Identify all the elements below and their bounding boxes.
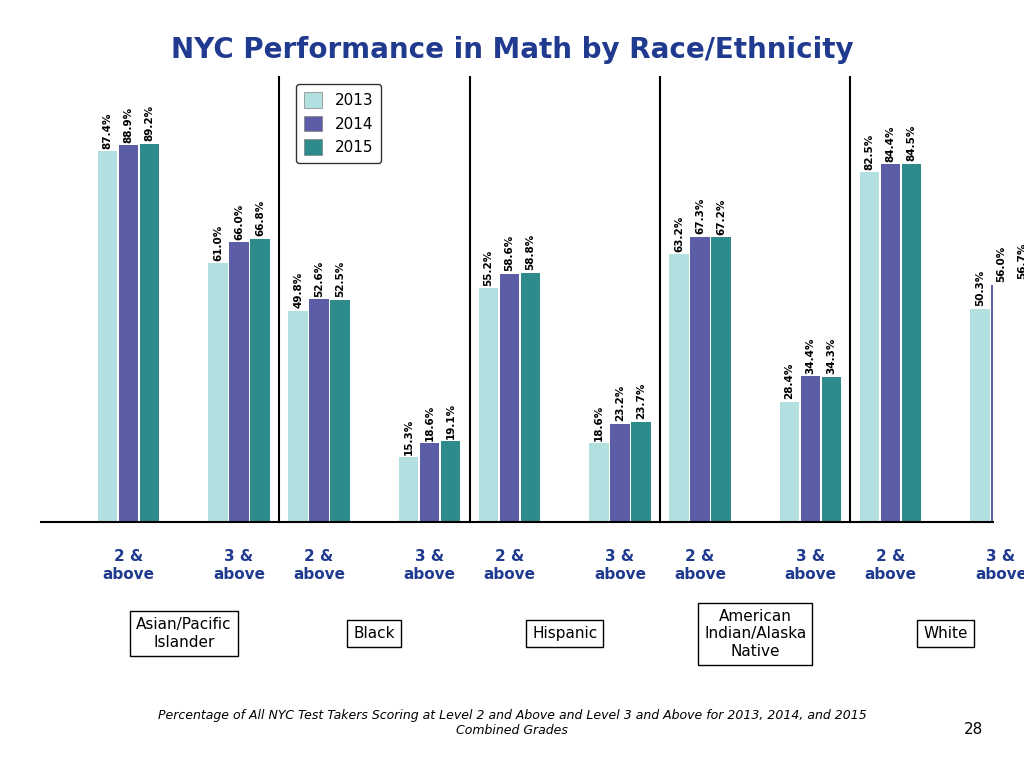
- Bar: [991, 285, 1011, 522]
- Text: 15.3%: 15.3%: [403, 419, 414, 455]
- Bar: [610, 424, 630, 522]
- Bar: [119, 145, 138, 522]
- Text: 2 &
above: 2 & above: [102, 549, 155, 581]
- Text: 55.2%: 55.2%: [483, 250, 494, 286]
- Bar: [140, 144, 159, 522]
- Bar: [780, 402, 799, 522]
- Text: 23.2%: 23.2%: [615, 385, 625, 422]
- Legend: 2013, 2014, 2015: 2013, 2014, 2015: [296, 84, 381, 163]
- Text: 56.0%: 56.0%: [996, 246, 1006, 282]
- Bar: [479, 288, 499, 522]
- Text: 28.4%: 28.4%: [784, 362, 795, 399]
- Text: 2 &
above: 2 & above: [674, 549, 726, 581]
- Text: 3 &
above: 3 & above: [975, 549, 1024, 581]
- Text: 58.6%: 58.6%: [505, 235, 514, 271]
- Bar: [971, 309, 989, 522]
- Text: 3 &
above: 3 & above: [594, 549, 646, 581]
- Text: 66.8%: 66.8%: [255, 200, 265, 237]
- Text: 2 &
above: 2 & above: [864, 549, 916, 581]
- Bar: [331, 300, 349, 522]
- Text: Asian/Pacific
Islander: Asian/Pacific Islander: [136, 617, 231, 650]
- Text: 88.9%: 88.9%: [124, 107, 133, 143]
- Text: Hispanic: Hispanic: [532, 626, 597, 641]
- Text: 61.0%: 61.0%: [213, 225, 223, 261]
- Bar: [250, 239, 269, 522]
- Text: 82.5%: 82.5%: [864, 134, 874, 170]
- Bar: [309, 299, 329, 522]
- Text: 67.3%: 67.3%: [695, 198, 705, 234]
- Text: 23.7%: 23.7%: [636, 382, 646, 419]
- Bar: [98, 151, 118, 522]
- Bar: [590, 443, 608, 522]
- Text: 52.5%: 52.5%: [335, 260, 345, 297]
- Bar: [420, 443, 439, 522]
- Text: 3 &
above: 3 & above: [213, 549, 265, 581]
- Text: 63.2%: 63.2%: [674, 215, 684, 252]
- Bar: [229, 242, 249, 522]
- Bar: [1012, 282, 1024, 522]
- Text: 84.4%: 84.4%: [886, 125, 895, 161]
- Text: 52.6%: 52.6%: [314, 260, 324, 296]
- Text: 2 &
above: 2 & above: [293, 549, 345, 581]
- Bar: [289, 311, 308, 522]
- Text: White: White: [924, 626, 968, 641]
- Bar: [440, 441, 460, 522]
- Bar: [821, 377, 841, 522]
- Text: 34.4%: 34.4%: [806, 337, 815, 374]
- Bar: [860, 172, 880, 522]
- Bar: [881, 164, 900, 522]
- Text: 34.3%: 34.3%: [826, 338, 837, 374]
- Text: 89.2%: 89.2%: [144, 105, 155, 141]
- Text: 84.5%: 84.5%: [906, 125, 916, 161]
- Text: 56.7%: 56.7%: [1017, 243, 1024, 279]
- Bar: [521, 273, 540, 522]
- Bar: [209, 263, 227, 522]
- Text: 50.3%: 50.3%: [975, 270, 985, 306]
- Text: 18.6%: 18.6%: [425, 405, 434, 441]
- Bar: [902, 164, 921, 522]
- Text: Black: Black: [353, 626, 395, 641]
- Bar: [631, 422, 650, 522]
- Text: 67.2%: 67.2%: [716, 198, 726, 234]
- Text: 3 &
above: 3 & above: [403, 549, 456, 581]
- Text: 3 &
above: 3 & above: [784, 549, 837, 581]
- Text: 58.8%: 58.8%: [525, 234, 536, 270]
- Text: 66.0%: 66.0%: [234, 204, 244, 240]
- Text: 18.6%: 18.6%: [594, 405, 604, 441]
- Text: American
Indian/Alaska
Native: American Indian/Alaska Native: [705, 609, 806, 658]
- Text: Percentage of All NYC Test Takers Scoring at Level 2 and Above and Level 3 and A: Percentage of All NYC Test Takers Scorin…: [158, 710, 866, 737]
- Text: 19.1%: 19.1%: [445, 402, 456, 439]
- Text: 2 &
above: 2 & above: [483, 549, 536, 581]
- Bar: [500, 273, 519, 522]
- Text: 28: 28: [964, 722, 983, 737]
- Text: 49.8%: 49.8%: [293, 272, 303, 309]
- Text: 87.4%: 87.4%: [102, 112, 113, 149]
- Text: NYC Performance in Math by Race/Ethnicity: NYC Performance in Math by Race/Ethnicit…: [171, 36, 853, 64]
- Bar: [712, 237, 730, 522]
- Bar: [690, 237, 710, 522]
- Bar: [399, 457, 418, 522]
- Bar: [670, 254, 689, 522]
- Bar: [801, 376, 820, 522]
